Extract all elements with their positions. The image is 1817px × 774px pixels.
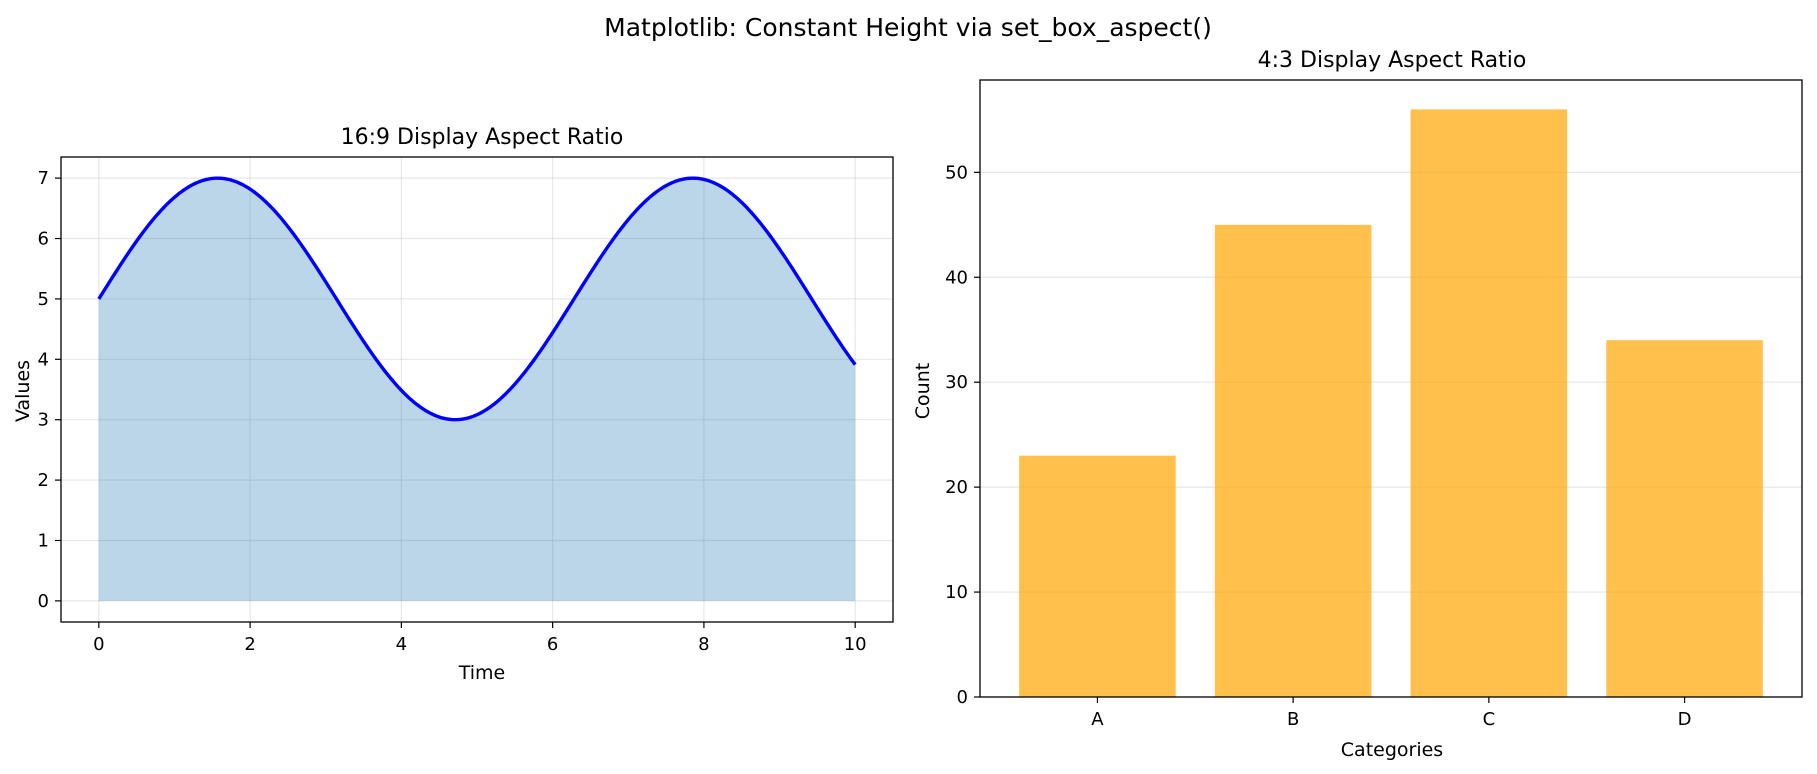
y-tick-label: 4 [38,349,49,370]
x-tick-label: D [1678,709,1692,730]
y-tick-label: 50 [945,162,968,183]
x-tick-label: 4 [396,634,407,655]
x-tick-label: 0 [93,634,104,655]
bar-A [1019,456,1176,697]
x-tick-label: 10 [844,634,867,655]
y-tick-label: 20 [945,477,968,498]
y-tick-label: 6 [38,229,49,250]
y-tick-label: 0 [38,591,49,612]
y-tick-label: 3 [38,410,49,431]
bar-D [1606,340,1763,697]
x-tick-label: 6 [547,634,558,655]
area-fill [99,178,855,601]
left-chart: 16:9 Display Aspect Ratio Time Values 0 2… [12,125,893,684]
x-tick-label: A [1091,709,1104,730]
y-tick-label: 10 [945,582,968,603]
y-tick-label: 2 [38,470,49,491]
left-chart-xlabel: Time [458,662,506,684]
right-chart-ylabel: Count [912,363,934,419]
x-tick-label: 2 [244,634,255,655]
left-chart-title: 16:9 Display Aspect Ratio [341,125,624,150]
figure-suptitle: Matplotlib: Constant Height via set_box_… [604,13,1212,42]
bar-C [1411,109,1568,697]
y-tick-label: 1 [38,530,49,551]
y-tick-label: 5 [38,289,49,310]
x-tick-label: 8 [698,634,709,655]
y-tick-label: 0 [957,687,968,708]
right-chart-xlabel: Categories [1341,739,1443,761]
y-tick-label: 40 [945,267,968,288]
bar-B [1215,225,1372,697]
y-tick-label: 30 [945,372,968,393]
y-tick-label: 7 [38,168,49,189]
x-tick-label: C [1483,709,1496,730]
right-chart-title: 4:3 Display Aspect Ratio [1258,48,1527,73]
right-chart: 4:3 Display Aspect Ratio Categories Coun… [912,48,1802,761]
x-tick-label: B [1287,709,1299,730]
left-chart-ylabel: Values [12,360,34,422]
